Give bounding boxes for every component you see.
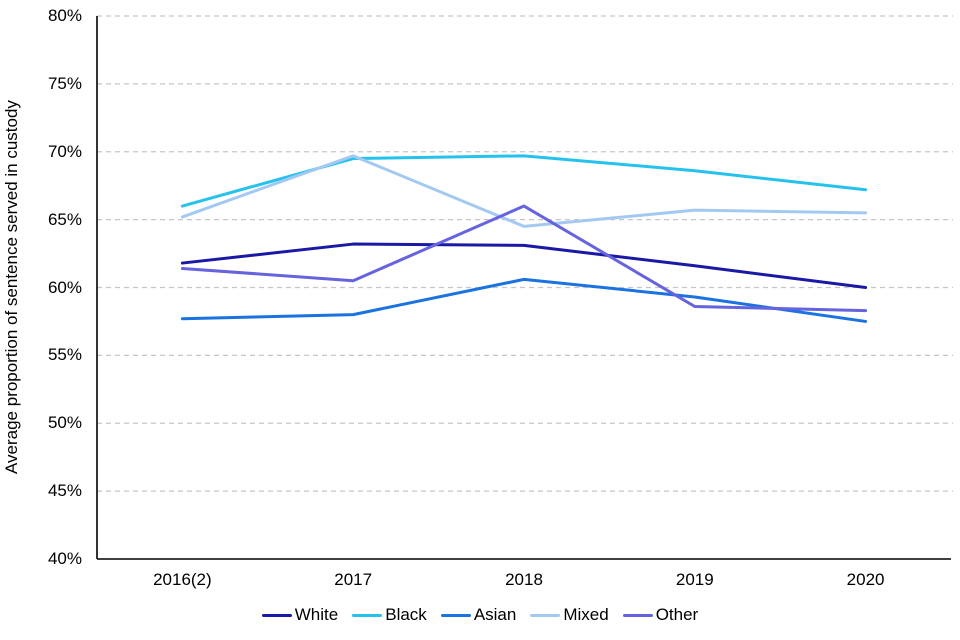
y-tick-label-65: 65%	[47, 209, 82, 229]
legend-label-asian: Asian	[473, 605, 517, 624]
y-tick-label-45: 45%	[47, 481, 82, 501]
series-line-mixed	[180, 154, 868, 228]
legend-swatch-asian	[440, 613, 471, 617]
legend-item-white: White	[261, 605, 339, 625]
series-line-asian	[180, 277, 868, 323]
legend-item-mixed: Mixed	[530, 605, 609, 625]
x-tick-label-2: 2017	[334, 570, 373, 589]
legend-item-other: Other	[622, 605, 699, 625]
legend-swatch-mixed	[530, 613, 561, 617]
legend: White Black Asian Mixed Other	[0, 605, 960, 625]
y-tick-label-60: 60%	[47, 277, 82, 297]
y-tick-label-80: 80%	[47, 6, 82, 25]
x-tick-label-1: 2016(2)	[153, 570, 212, 589]
x-tick-label-3: 2018	[505, 570, 543, 589]
y-tick-label-55: 55%	[47, 345, 82, 365]
y-tick-label-50: 50%	[47, 413, 82, 433]
series-line-black	[180, 154, 868, 208]
legend-item-black: Black	[352, 605, 427, 625]
legend-label-other: Other	[655, 605, 699, 624]
legend-swatch-black	[352, 613, 383, 617]
legend-label-white: White	[294, 605, 339, 624]
legend-item-asian: Asian	[440, 605, 517, 625]
y-tick-label-40: 40%	[47, 549, 82, 568]
x-tick-label-4: 2019	[675, 570, 714, 589]
y-tick-label-75: 75%	[47, 73, 82, 93]
legend-label-mixed: Mixed	[563, 605, 609, 624]
series-line-white	[180, 242, 868, 289]
y-tick-label-70: 70%	[47, 141, 82, 161]
legend-swatch-white	[261, 613, 292, 617]
x-tick-label-5: 2020	[846, 570, 885, 589]
legend-swatch-other	[622, 613, 653, 617]
series-line-other	[180, 204, 868, 313]
legend-label-black: Black	[385, 605, 427, 624]
